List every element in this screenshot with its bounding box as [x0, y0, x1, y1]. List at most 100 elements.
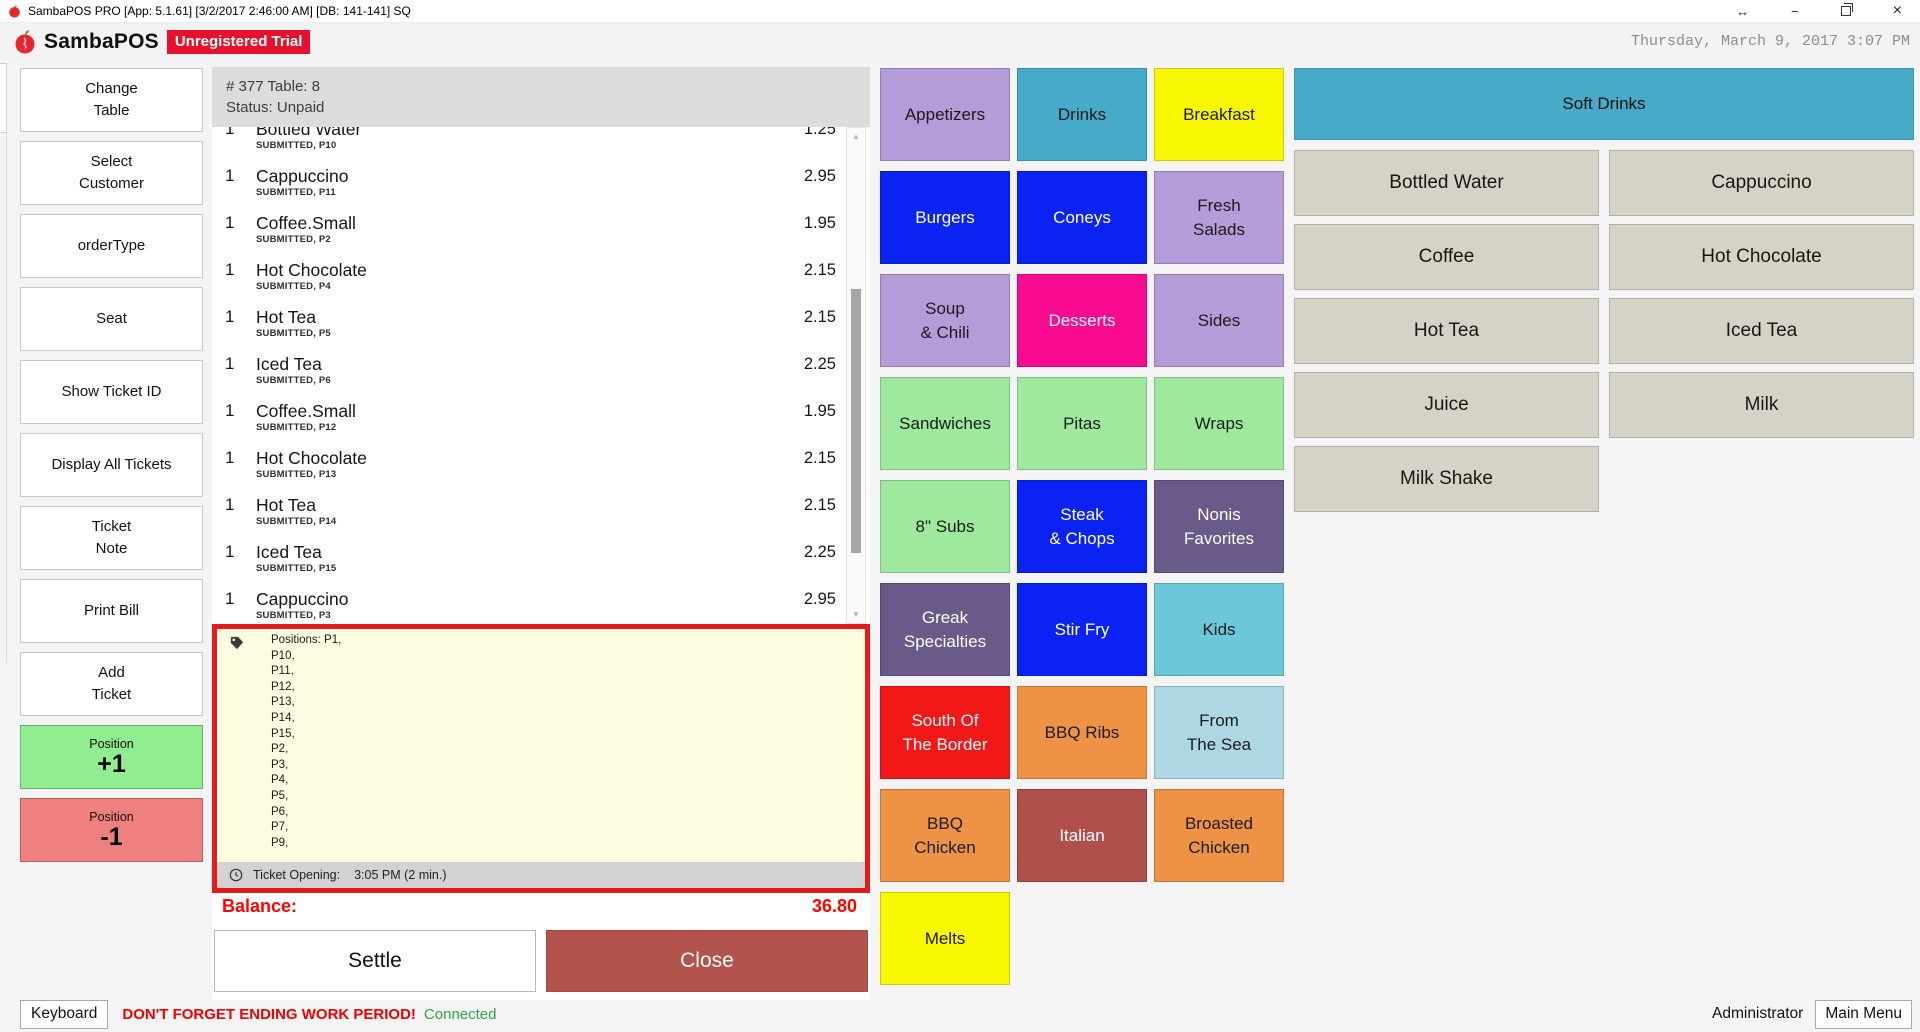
category-button[interactable]: Sides	[1154, 274, 1284, 367]
category-button[interactable]: Steak & Chops	[1017, 480, 1147, 573]
note-position-line: P6,	[271, 805, 289, 818]
order-state-label: SUBMITTED, P4	[256, 281, 331, 292]
panel-divider	[6, 133, 7, 663]
product-button[interactable]: Hot Chocolate	[1609, 224, 1914, 290]
category-button[interactable]: Breakfast	[1154, 68, 1284, 161]
note-position-line: P7,	[271, 821, 289, 834]
close-window-button[interactable]: ×	[1892, 2, 1902, 19]
category-button[interactable]: Drinks	[1017, 68, 1147, 161]
product-button[interactable]: Milk	[1609, 372, 1914, 438]
note-position-line: P13,	[271, 696, 295, 709]
order-line-item[interactable]: 1 Bottled Water SUBMITTED, P10 1.25	[212, 127, 870, 164]
category-button[interactable]: Pitas	[1017, 377, 1147, 470]
resize-icon[interactable]: ↔	[1736, 3, 1750, 19]
minimize-button[interactable]: −	[1791, 3, 1799, 19]
sidebar-command-button[interactable]: Print Bill	[20, 579, 203, 643]
category-button[interactable]: Desserts	[1017, 274, 1147, 367]
order-state-label: SUBMITTED, P6	[256, 375, 331, 386]
order-line-item[interactable]: 1 Coffee.Small SUBMITTED, P2 1.95	[212, 211, 870, 258]
category-button[interactable]: Fresh Salads	[1154, 171, 1284, 264]
product-button[interactable]: Iced Tea	[1609, 298, 1914, 364]
order-state-label: SUBMITTED, P13	[256, 469, 337, 480]
sidebar-command-button[interactable]: Ticket Note	[20, 506, 203, 570]
order-quantity: 1	[225, 260, 235, 279]
note-position-line: P3,	[271, 758, 289, 771]
product-button[interactable]: Cappuccino	[1609, 150, 1914, 216]
order-quantity: 1	[225, 495, 235, 514]
order-line-item[interactable]: 1 Coffee.Small SUBMITTED, P12 1.95	[212, 399, 870, 446]
side-drawer-handle[interactable]	[0, 63, 7, 133]
main-menu-button[interactable]: Main Menu	[1815, 999, 1912, 1029]
order-line-item[interactable]: 1 Hot Tea SUBMITTED, P5 2.15	[212, 305, 870, 352]
brand-title: SambaPOS	[44, 29, 159, 53]
sidebar-command-button[interactable]: Display All Tickets	[20, 433, 203, 497]
order-product-name: Iced Tea	[256, 354, 322, 374]
product-button[interactable]: Bottled Water	[1294, 150, 1599, 216]
category-button[interactable]: 8" Subs	[880, 480, 1010, 573]
order-product-name: Iced Tea	[256, 542, 322, 562]
scrollbar-thumb[interactable]	[851, 289, 861, 553]
settle-button[interactable]: Settle	[214, 930, 536, 992]
product-button[interactable]: Milk Shake	[1294, 446, 1599, 512]
close-ticket-button[interactable]: Close	[546, 930, 868, 992]
sidebar-command-button[interactable]: Change Table	[20, 68, 203, 132]
order-line-item[interactable]: 1 Hot Chocolate SUBMITTED, P4 2.15	[212, 258, 870, 305]
category-button[interactable]: Kids	[1154, 583, 1284, 676]
sidebar-command-button[interactable]: Seat	[20, 287, 203, 351]
keyboard-button[interactable]: Keyboard	[20, 999, 109, 1029]
order-list: 1 Bottled Water SUBMITTED, P10 1.25 1 Ca…	[212, 127, 870, 624]
order-line-item[interactable]: 1 Cappuccino SUBMITTED, P3 2.95	[212, 587, 870, 624]
category-button[interactable]: Burgers	[880, 171, 1010, 264]
order-line-item[interactable]: 1 Hot Chocolate SUBMITTED, P13 2.15	[212, 446, 870, 493]
restore-button[interactable]	[1840, 2, 1853, 18]
order-price: 2.15	[803, 496, 836, 514]
position-adjust-button[interactable]: Position -1	[20, 798, 203, 862]
order-line-item[interactable]: 1 Hot Tea SUBMITTED, P14 2.15	[212, 493, 870, 540]
category-button[interactable]: From The Sea	[1154, 686, 1284, 779]
scroll-down-icon[interactable]: ▼	[852, 610, 860, 619]
scroll-up-icon[interactable]: ▲	[852, 132, 860, 141]
order-list-scrollbar[interactable]: ▲ ▼	[846, 127, 866, 624]
category-button[interactable]: BBQ Ribs	[1017, 686, 1147, 779]
order-product-name: Hot Chocolate	[256, 448, 367, 468]
order-line-item[interactable]: 1 Cappuccino SUBMITTED, P11 2.95	[212, 164, 870, 211]
note-position-line: P2,	[271, 743, 289, 756]
product-group-header: Soft Drinks	[1294, 68, 1914, 140]
order-line-item[interactable]: 1 Iced Tea SUBMITTED, P6 2.25	[212, 352, 870, 399]
product-button[interactable]: Coffee	[1294, 224, 1599, 290]
category-button[interactable]: Soup & Chili	[880, 274, 1010, 367]
order-price: 2.95	[803, 590, 836, 608]
clock-icon	[229, 868, 243, 882]
note-position-line: P14,	[271, 711, 295, 724]
order-product-name: Bottled Water	[256, 127, 362, 139]
category-button[interactable]: Wraps	[1154, 377, 1284, 470]
category-button[interactable]: Greak Specialties	[880, 583, 1010, 676]
category-button[interactable]: Sandwiches	[880, 377, 1010, 470]
order-quantity: 1	[225, 354, 235, 373]
order-state-label: SUBMITTED, P12	[256, 422, 337, 433]
sidebar-command-button[interactable]: orderType	[20, 214, 203, 278]
order-price: 2.95	[803, 167, 836, 185]
position-adjust-button[interactable]: Position +1	[20, 725, 203, 789]
category-button[interactable]: South Of The Border	[880, 686, 1010, 779]
product-button[interactable]: Juice	[1294, 372, 1599, 438]
category-button[interactable]: BBQ Chicken	[880, 789, 1010, 882]
category-button[interactable]: Broasted Chicken	[1154, 789, 1284, 882]
sidebar-command-button[interactable]: Show Ticket ID	[20, 360, 203, 424]
order-line-item[interactable]: 1 Iced Tea SUBMITTED, P15 2.25	[212, 540, 870, 587]
category-button[interactable]: Stir Fry	[1017, 583, 1147, 676]
sidebar-command-button[interactable]: Add Ticket	[20, 652, 203, 716]
product-button[interactable]: Hot Tea	[1294, 298, 1599, 364]
category-button[interactable]: Melts	[880, 892, 1010, 985]
order-price: 2.15	[803, 449, 836, 467]
order-state-label: SUBMITTED, P10	[256, 140, 337, 151]
category-button[interactable]: Italian	[1017, 789, 1147, 882]
category-button[interactable]: Appetizers	[880, 68, 1010, 161]
category-button[interactable]: Nonis Favorites	[1154, 480, 1284, 573]
sidebar-command-button[interactable]: Select Customer	[20, 141, 203, 205]
order-quantity: 1	[225, 166, 235, 185]
order-quantity: 1	[225, 401, 235, 420]
order-price: 2.15	[803, 261, 836, 279]
balance-row: Balance: 36.80	[212, 896, 870, 924]
category-button[interactable]: Coneys	[1017, 171, 1147, 264]
